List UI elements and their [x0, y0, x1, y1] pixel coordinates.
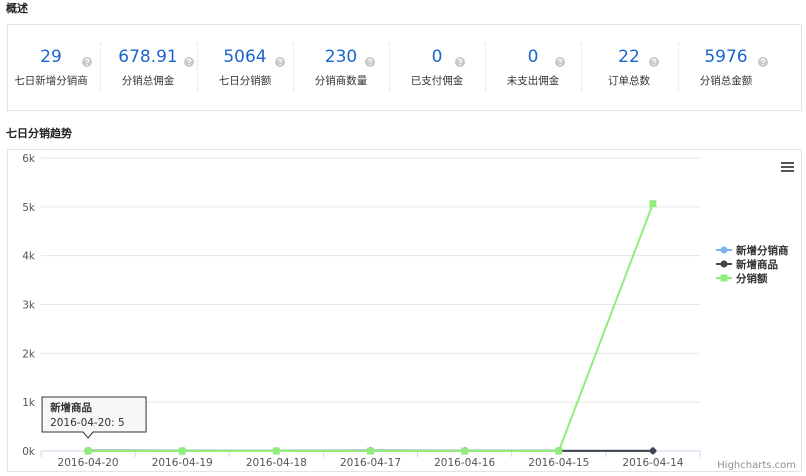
question-circle-icon[interactable] — [275, 52, 285, 67]
stat-label: 七日新增分销商 — [14, 75, 88, 87]
data-point — [555, 447, 563, 455]
legend-item[interactable]: 新增商品 — [736, 258, 778, 271]
stat-value: 0 — [431, 47, 443, 67]
stat-value: 678.91 — [118, 47, 178, 67]
stat-item: 678.91 分销总佣金 — [100, 45, 196, 93]
stat-item: 5976 分销总金额 — [678, 45, 774, 93]
question-circle-icon[interactable] — [82, 52, 92, 67]
credits-link[interactable]: Highcharts.com — [717, 460, 796, 471]
stat-item: 5064 七日分销额 — [197, 45, 293, 93]
x-tick-label: 2016-04-17 — [340, 457, 401, 469]
y-tick-label: 3k — [22, 300, 36, 312]
data-point — [648, 446, 657, 455]
stat-value: 5976 — [704, 47, 748, 67]
overview-panel: 29 七日新增分销商 678.91 分销总佣金 5064 七日分销额 230 分销商数量 0 已支… — [7, 24, 802, 111]
trend-title: 七日分销趋势 — [6, 127, 72, 140]
divider — [293, 43, 294, 91]
stat-value: 29 — [40, 47, 62, 67]
series-line-2 — [88, 203, 654, 452]
x-tick-label: 2016-04-18 — [246, 457, 307, 469]
question-circle-icon[interactable] — [455, 52, 465, 67]
tooltip-value: 2016-04-20: 5 — [50, 417, 125, 429]
divider — [100, 43, 101, 91]
legend-marker — [720, 246, 728, 254]
tooltip-series: 新增商品 — [50, 401, 92, 414]
stat-label: 分销总佣金 — [121, 75, 175, 87]
question-circle-icon[interactable] — [649, 52, 659, 67]
data-point — [84, 447, 92, 455]
divider — [389, 43, 390, 91]
stat-item: 22 订单总数 — [581, 45, 677, 93]
chart-container: 0k 1k 2k 3k 4k 5k 6k 2016-04-20 2016-04-19 2016-0… — [7, 149, 802, 472]
data-point — [178, 447, 186, 455]
divider — [197, 43, 198, 91]
stat-value: 22 — [618, 47, 640, 67]
y-tick-label: 2k — [22, 348, 36, 360]
legend-marker — [720, 274, 728, 282]
stat-label: 分销商数量 — [314, 75, 368, 87]
x-tick-label: 2016-04-14 — [622, 457, 683, 469]
stat-label: 订单总数 — [608, 75, 650, 87]
question-circle-icon[interactable] — [758, 52, 768, 67]
stat-label: 分销总金额 — [699, 75, 753, 87]
stat-value: 5064 — [223, 47, 267, 67]
x-tick-label: 2016-04-20 — [58, 457, 119, 469]
y-tick-label: 6k — [22, 153, 36, 165]
question-circle-icon[interactable] — [184, 52, 194, 67]
stat-value: 230 — [324, 47, 358, 67]
divider — [678, 43, 679, 91]
question-circle-icon[interactable] — [365, 52, 375, 67]
data-point — [367, 447, 374, 455]
y-tick-label: 4k — [22, 251, 36, 263]
x-tick-label: 2016-04-16 — [434, 457, 495, 469]
legend-item[interactable]: 新增分销商 — [736, 244, 789, 257]
stat-value: 0 — [527, 47, 539, 67]
stat-label: 七日分销额 — [218, 75, 272, 87]
legend-item[interactable]: 分销额 — [736, 272, 768, 285]
stat-label: 已支付佣金 — [410, 75, 464, 87]
tooltip-box — [41, 396, 147, 439]
data-point — [461, 447, 469, 455]
legend-marker — [720, 260, 728, 268]
stat-item: 0 未支出佣金 — [485, 45, 581, 93]
overview-title: 概述 — [6, 2, 28, 15]
hamburger-menu-icon[interactable] — [781, 162, 794, 172]
trend-chart: 0k 1k 2k 3k 4k 5k 6k 2016-04-20 2016-04-19 2016-0… — [22, 153, 796, 471]
y-tick-label: 5k — [22, 202, 36, 214]
stat-item: 29 七日新增分销商 — [3, 45, 99, 93]
stat-item: 0 已支付佣金 — [389, 45, 485, 93]
x-tick-label: 2016-04-15 — [528, 457, 589, 469]
stat-item: 230 分销商数量 — [293, 45, 389, 93]
data-point — [649, 200, 657, 208]
question-circle-icon[interactable] — [555, 52, 565, 67]
x-tick-label: 2016-04-19 — [152, 457, 213, 469]
data-point — [272, 447, 280, 455]
y-tick-label: 1k — [22, 397, 36, 409]
stat-label: 未支出佣金 — [506, 75, 560, 87]
divider — [485, 43, 486, 91]
divider — [581, 43, 582, 91]
y-tick-label: 0k — [22, 446, 36, 458]
